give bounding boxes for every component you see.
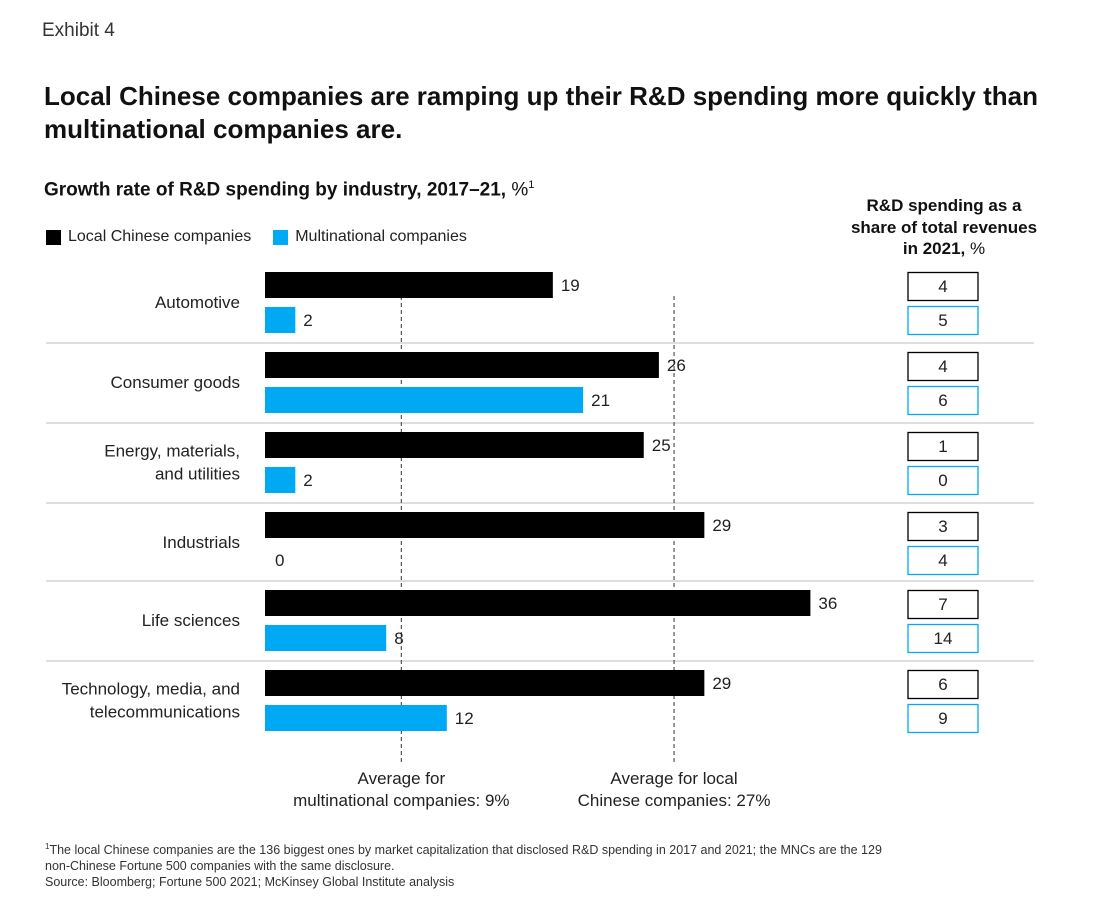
- share-value-multinational: 4: [938, 551, 947, 570]
- share-header-unit: %: [969, 239, 986, 258]
- category-label: Energy, materials,: [104, 442, 240, 461]
- legend-label-local: Local Chinese companies: [68, 228, 252, 245]
- share-value-local: 3: [938, 517, 947, 536]
- bar-local: [265, 432, 644, 458]
- bar-multinational: [265, 307, 296, 333]
- legend-label-multinational: Multinational companies: [295, 228, 467, 245]
- data-label-local: 29: [712, 674, 731, 693]
- share-value-local: 7: [938, 595, 947, 614]
- legend: Local Chinese companies Multinational co…: [46, 228, 489, 246]
- share-column-header: R&D spending as a share of total revenue…: [846, 195, 1042, 260]
- share-box-local: [907, 431, 979, 462]
- legend-item-multinational: Multinational companies: [273, 228, 467, 246]
- legend-swatch-local: [46, 229, 61, 245]
- bar-local: [265, 272, 553, 298]
- share-value-multinational: 0: [938, 471, 947, 490]
- share-box-multinational: [907, 703, 979, 734]
- data-label-local: 29: [712, 516, 731, 535]
- reference-label: Average for local: [610, 769, 737, 788]
- data-label-multinational: 0: [275, 551, 284, 570]
- share-box-multinational: [907, 465, 979, 496]
- legend-swatch-multinational: [273, 229, 289, 245]
- data-label-local: 19: [561, 276, 580, 295]
- reference-label: Average for: [358, 769, 446, 788]
- bar-chart: Average for multinational companies: 9% Av…: [46, 271, 1034, 810]
- share-box-local: [907, 589, 979, 620]
- category-label: Life sciences: [142, 611, 240, 630]
- share-box-local: [907, 511, 979, 542]
- chart-subtitle: Growth rate of R&D spending by industry,…: [44, 179, 534, 201]
- bar-multinational: [265, 625, 387, 651]
- footnote: 1The local Chinese companies are the 136…: [45, 839, 882, 890]
- bar-local: [265, 512, 705, 538]
- category-label: Automotive: [155, 293, 240, 312]
- share-box-local: [907, 669, 979, 700]
- share-value-local: 6: [938, 675, 947, 694]
- category-label: Industrials: [163, 533, 240, 552]
- bar-local: [265, 352, 659, 378]
- reference-label: Chinese companies: 27%: [578, 791, 771, 810]
- source-line: Source: Bloomberg; Fortune 500 2021; McK…: [45, 875, 455, 890]
- category-label: telecommunications: [90, 703, 240, 722]
- exhibit-label: Exhibit 4: [42, 20, 115, 41]
- legend-item-local: Local Chinese companies: [46, 228, 251, 246]
- subtitle-text: Growth rate of R&D spending by industry,…: [44, 179, 507, 201]
- subtitle-footnote-mark: 1: [528, 179, 535, 191]
- share-box-multinational: [907, 623, 979, 654]
- share-box-local: [907, 271, 979, 302]
- category-label: Consumer goods: [111, 373, 240, 392]
- share-box-multinational: [907, 385, 979, 416]
- share-box-local: [907, 351, 979, 382]
- reference-label: multinational companies: 9%: [293, 791, 509, 810]
- data-label-local: 36: [818, 594, 837, 613]
- bar-local: [265, 670, 705, 696]
- data-label-multinational: 12: [455, 709, 474, 728]
- data-label-multinational: 21: [591, 391, 610, 410]
- data-label-multinational: 2: [303, 471, 312, 490]
- footnote-mark: 1: [45, 842, 50, 851]
- footnote-line-2: non-Chinese Fortune 500 companies with t…: [45, 859, 395, 874]
- data-label-local: 26: [667, 356, 686, 375]
- footnote-text-1: The local Chinese companies are the 136 …: [49, 843, 882, 858]
- category-label: and utilities: [155, 465, 240, 484]
- category-label: Technology, media, and: [62, 680, 240, 699]
- share-box-multinational: [907, 305, 979, 336]
- data-label-multinational: 8: [394, 629, 403, 648]
- share-value-multinational: 14: [934, 629, 953, 648]
- share-value-local: 1: [938, 437, 947, 456]
- data-label-multinational: 2: [303, 311, 312, 330]
- bar-multinational: [265, 705, 447, 731]
- share-value-multinational: 5: [938, 311, 947, 330]
- bar-multinational: [265, 467, 296, 493]
- share-value-multinational: 6: [938, 391, 947, 410]
- share-value-multinational: 9: [938, 709, 947, 728]
- share-value-local: 4: [938, 277, 947, 296]
- share-box-multinational: [907, 545, 979, 576]
- bar-local: [265, 590, 811, 616]
- footnote-line-1: 1The local Chinese companies are the 136…: [45, 839, 882, 858]
- share-value-local: 4: [938, 357, 947, 376]
- chart-headline: Local Chinese companies are ramping up t…: [44, 81, 1038, 144]
- data-label-local: 25: [652, 436, 671, 455]
- bar-multinational: [265, 387, 584, 413]
- subtitle-unit: %: [511, 179, 529, 201]
- share-header-text: R&D spending as a share of total revenue…: [850, 196, 1038, 258]
